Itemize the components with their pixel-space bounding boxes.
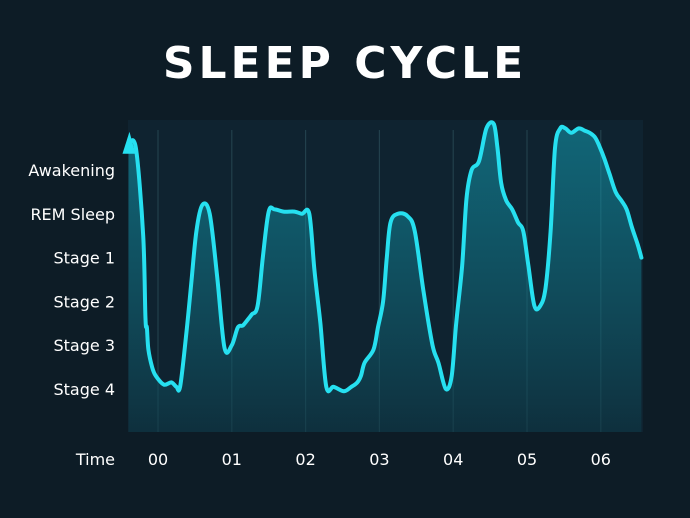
sleep-line xyxy=(126,120,644,394)
chart-title: SLEEP CYCLE xyxy=(162,38,528,89)
x-tick-label: 00 xyxy=(148,450,168,469)
x-tick-label: 04 xyxy=(443,450,463,469)
y-tick-label: Stage 2 xyxy=(54,292,116,311)
y-tick-label: Stage 4 xyxy=(54,380,116,399)
x-axis-labels: 00 01 02 03 04 05 06 xyxy=(148,450,611,469)
x-tick-label: 03 xyxy=(369,450,389,469)
x-axis-title: Time xyxy=(75,450,115,469)
sleep-area xyxy=(128,122,642,433)
x-tick-label: 06 xyxy=(591,450,611,469)
y-tick-label: Stage 3 xyxy=(54,336,116,355)
x-tick-label: 02 xyxy=(295,450,315,469)
y-tick-label: Awakening xyxy=(28,161,115,180)
y-tick-label: Stage 1 xyxy=(54,249,116,268)
line-start-arrow xyxy=(122,131,136,154)
y-tick-label: REM Sleep xyxy=(30,205,115,224)
y-axis-labels: Awakening REM Sleep Stage 1 Stage 2 Stage 3 S… xyxy=(28,161,115,399)
x-tick-label: 01 xyxy=(222,450,242,469)
x-tick-label: 05 xyxy=(517,450,537,469)
